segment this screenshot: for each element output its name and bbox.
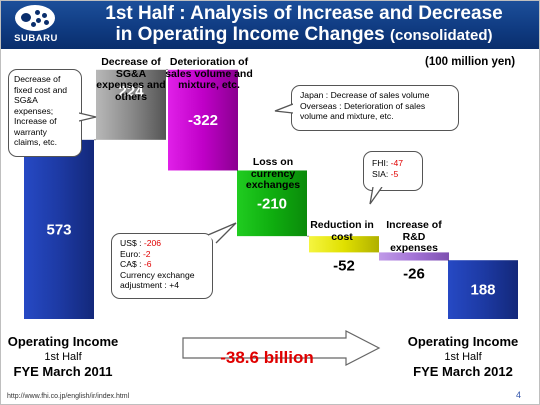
title-line-1: 1st Half : Analysis of Increase and Decr… [105, 3, 503, 24]
callout-euro-value: -2 [142, 248, 151, 259]
callout-sia-label: SIA: [372, 168, 391, 179]
callout-sales-japan: Japan : Decrease of sales volume [300, 90, 430, 100]
connector-lines [94, 69, 449, 261]
callout-cad-value: -6 [143, 259, 152, 269]
bar-rd-value: -26 [403, 266, 425, 283]
bars-group [24, 69, 518, 319]
bar-end-total [448, 260, 518, 319]
header-cost: Reduction in cost [310, 219, 374, 243]
bar-end-total-value: 188 [470, 282, 495, 299]
header-rd: Increase of R&D expenses [386, 219, 442, 254]
bar-rd [379, 252, 449, 261]
bar-sales-volume-value: -322 [188, 112, 218, 129]
waterfall-chart: 573 224 -322 -210 -52 -26 188 [24, 69, 518, 366]
header-sga: Decrease of SG&A expenses and others [96, 56, 166, 103]
callout-sales-tail [274, 103, 293, 114]
callout-sales-volume: Japan : Decrease of sales volume Oversea… [291, 85, 459, 131]
callout-fhi-value: -47 [390, 158, 404, 168]
label-start-line1: Operating Income [7, 334, 119, 349]
logo-text: SUBARU [14, 33, 58, 44]
pleiades-icon [15, 5, 55, 31]
callout-currency-tail [208, 222, 237, 244]
bar-sga-value: 224 [118, 83, 144, 100]
bar-currency [237, 170, 307, 237]
title-bar: SUBARU 1st Half : Analysis of Increase a… [1, 1, 539, 49]
bar-start-total [24, 139, 94, 319]
label-start-total: Operating Income 1st Half FYE March 2011 [3, 334, 123, 380]
bar-start-total-value: 573 [46, 221, 71, 238]
callout-currency: US$ : -206 Euro: -2 CA$ : -6 Currency ex… [111, 233, 213, 299]
callout-fixed-cost-text: Decrease of fixed cost and SG&A expenses… [14, 74, 68, 147]
bar-sales-volume [168, 69, 238, 171]
subaru-logo: SUBARU [5, 5, 63, 45]
callout-fixed-cost-tail [79, 112, 97, 122]
callout-usd-label: US$ : [120, 238, 144, 248]
callout-euro-label: Euro: [120, 248, 143, 259]
value-labels-group: 573 224 -322 -210 -52 -26 188 [46, 83, 495, 299]
total-change-arrow [182, 330, 381, 366]
total-change-label: -38.6 billion [220, 348, 314, 367]
label-end-line1: Operating Income [407, 334, 519, 349]
callout-cad-label: CA$ : [120, 259, 144, 269]
label-start-line2: 1st Half [44, 351, 82, 363]
bar-cost-reduction [309, 236, 379, 253]
label-start-line3: FYE March 2011 [13, 364, 113, 379]
bar-cost-reduction-value: -52 [333, 257, 355, 274]
bar-currency-value: -210 [257, 195, 287, 212]
page-title: 1st Half : Analysis of Increase and Decr… [69, 3, 539, 46]
title-line-2-suffix: (consolidated) [389, 27, 493, 44]
callout-fx-adjustment: Currency exchange adjustment : +4 [120, 269, 195, 291]
header-sales: Deterioration of sales volume and mixtur… [165, 56, 253, 91]
title-line-2: in Operating Income Changes (consolidate… [69, 24, 539, 46]
page-number: 4 [516, 390, 522, 400]
footer-url[interactable]: http://www.fhi.co.jp/english/ir/index.ht… [7, 393, 130, 400]
callout-sales-overseas: Overseas : Deterioration of sales volume… [300, 100, 426, 122]
label-end-line2: 1st Half [444, 351, 482, 363]
header-fx: Loss on currency exchanges [245, 156, 301, 191]
bar-sga [96, 69, 166, 140]
unit-label: (100 million yen) [425, 56, 516, 68]
callout-cost-reduction: FHI: -47 SIA: -5 [363, 151, 423, 191]
callout-sia-value: -5 [390, 168, 399, 179]
callout-cost-tail [369, 187, 383, 205]
label-end-line3: FYE March 2012 [413, 364, 513, 379]
label-end-total: Operating Income 1st Half FYE March 2012 [400, 334, 526, 380]
callout-usd-value: -206 [143, 238, 162, 248]
title-line-2-main: in Operating Income Changes [115, 24, 385, 45]
callout-fhi-label: FHI: [372, 158, 391, 168]
callout-fixed-cost: Decrease of fixed cost and SG&A expenses… [8, 69, 82, 157]
